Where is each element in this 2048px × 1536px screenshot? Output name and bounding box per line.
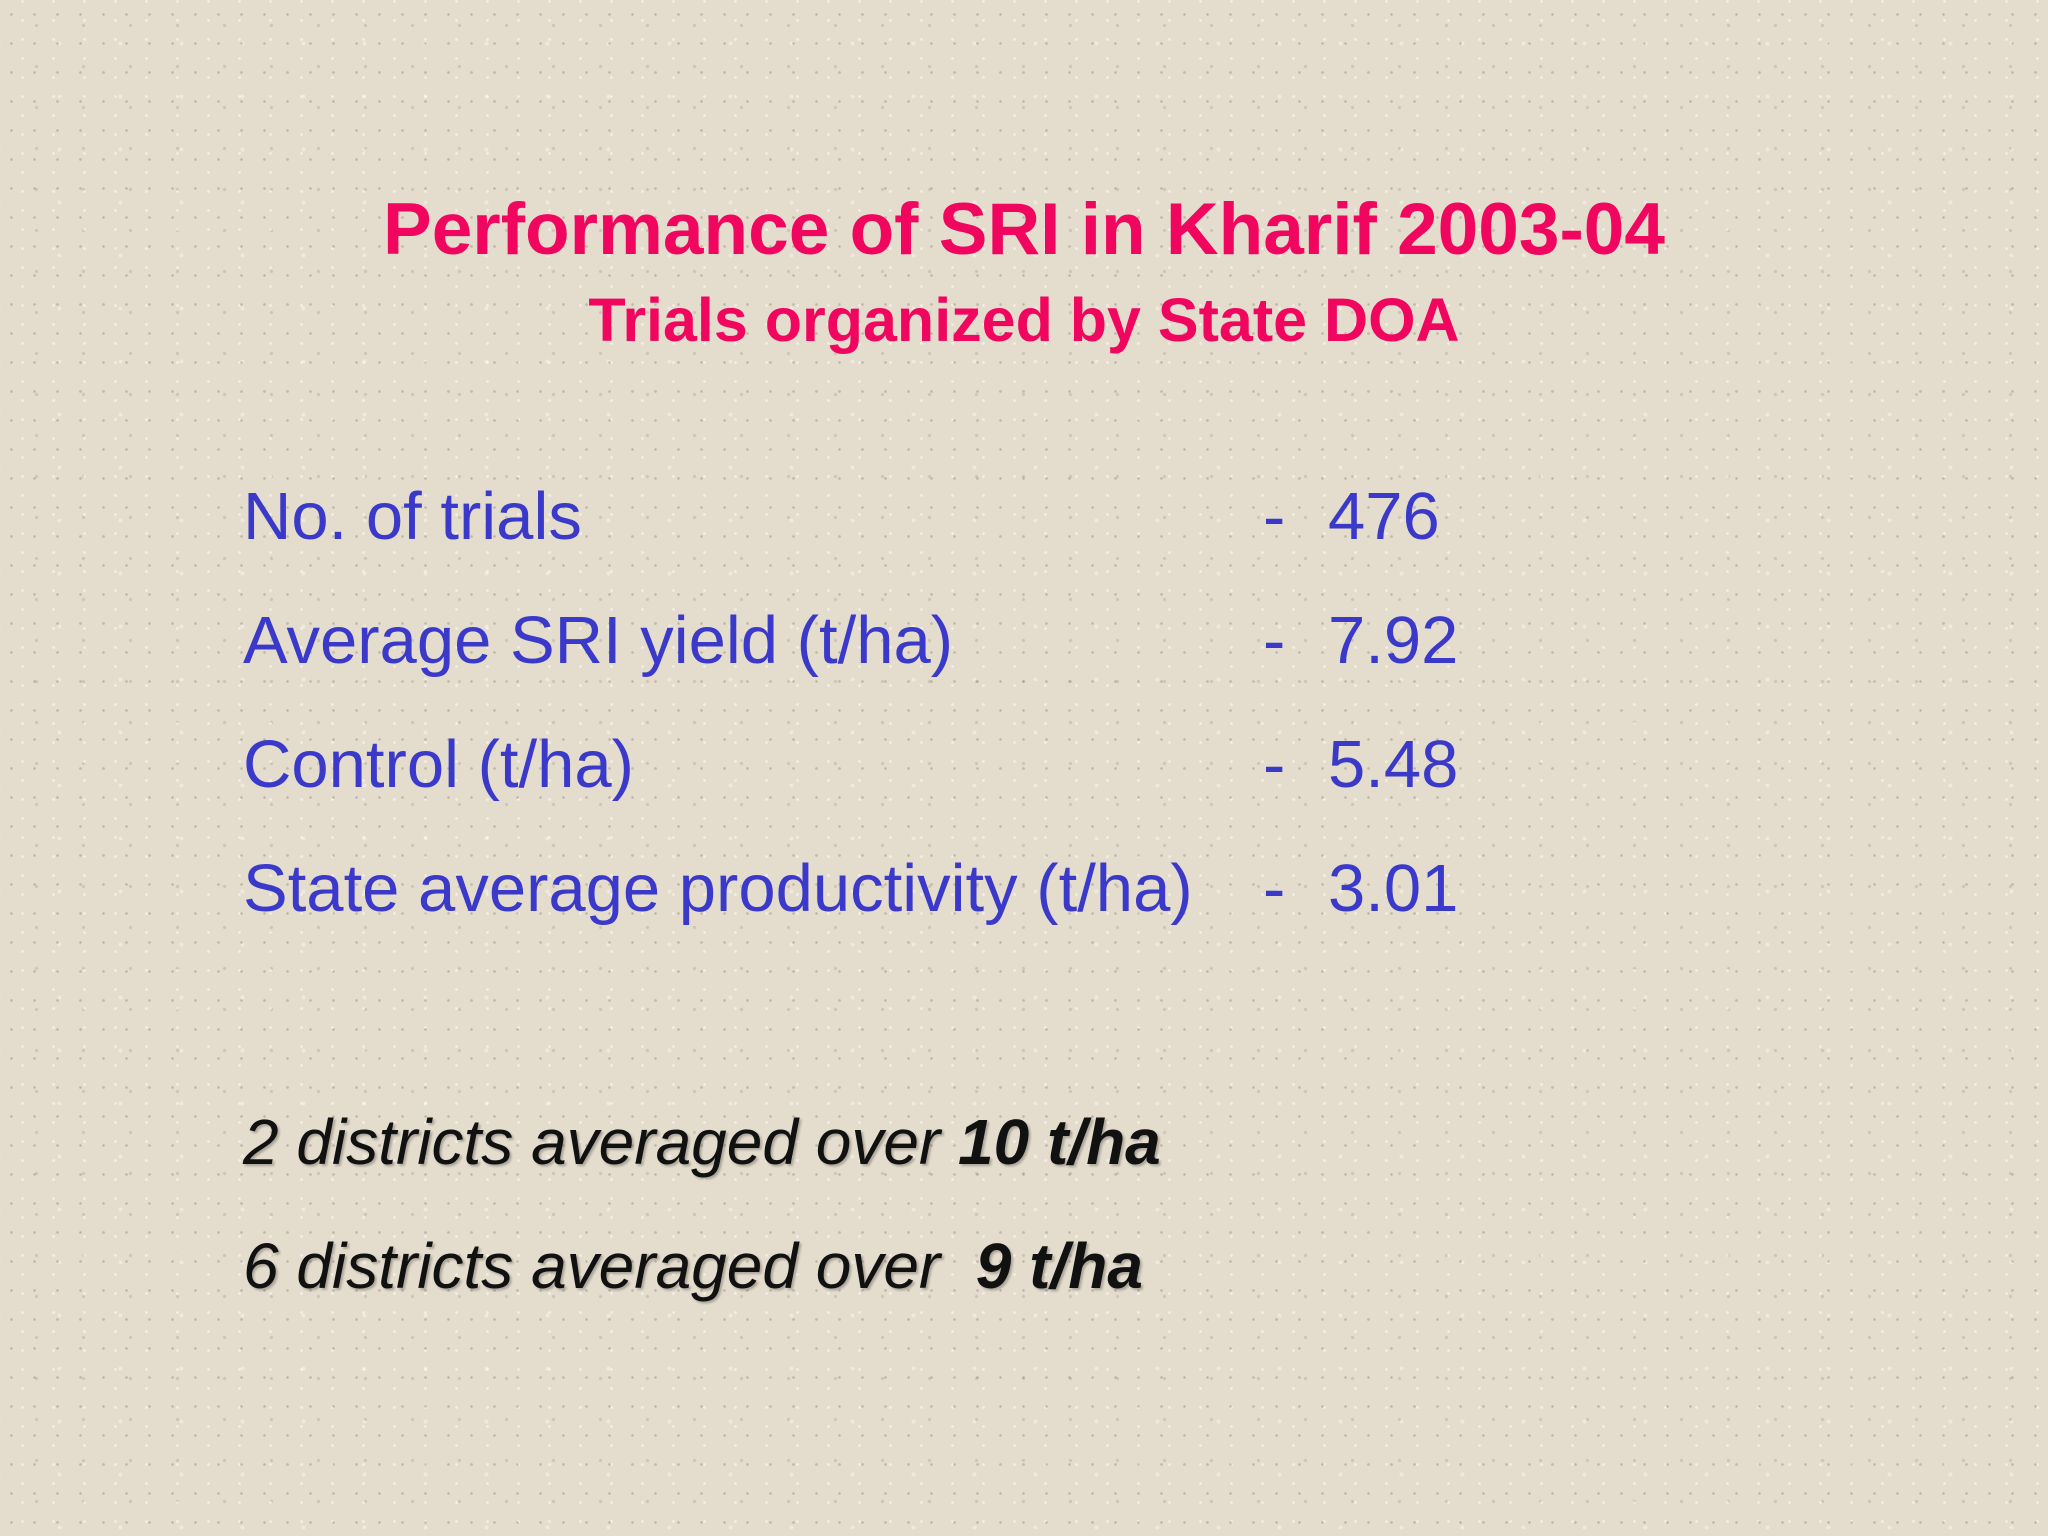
stat-dash: - — [1263, 727, 1286, 802]
stat-label: No. of trials — [243, 479, 582, 554]
stat-label: Average SRI yield (t/ha) — [243, 603, 954, 678]
note-row-9tha: 6 districts averaged over 9 t/ha — [243, 1224, 1643, 1348]
stat-value: 3.01 — [1328, 851, 1459, 926]
stat-value: 5.48 — [1328, 727, 1459, 802]
stat-value: 476 — [1328, 479, 1440, 554]
stat-value: 7.92 — [1328, 603, 1459, 678]
stat-row-control: Control (t/ha) - 5.48 — [243, 723, 1543, 847]
stats-list: No. of trials - 476 Average SRI yield (t… — [243, 475, 1543, 971]
stat-label: State average productivity (t/ha) — [243, 851, 1193, 926]
stat-dash: - — [1263, 479, 1286, 554]
district-notes: 2 districts averaged over 10 t/ha 6 dist… — [243, 1100, 1643, 1348]
stat-row-sri-yield: Average SRI yield (t/ha) - 7.92 — [243, 599, 1543, 723]
stat-row-trials: No. of trials - 476 — [243, 475, 1543, 599]
stat-dash: - — [1263, 603, 1286, 678]
slide-subtitle: Trials organized by State DOA — [588, 286, 1460, 354]
note-text: 6 districts averaged over — [243, 1230, 976, 1302]
slide-title: Performance of SRI in Kharif 2003-04 — [383, 189, 1665, 270]
note-emphasis: 10 t/ha — [958, 1106, 1161, 1178]
note-text: 2 districts averaged over — [243, 1106, 958, 1178]
stat-row-state-average: State average productivity (t/ha) - 3.01 — [243, 847, 1543, 971]
stat-label: Control (t/ha) — [243, 727, 634, 802]
note-row-10tha: 2 districts averaged over 10 t/ha — [243, 1100, 1643, 1224]
stat-dash: - — [1263, 851, 1286, 926]
note-emphasis: 9 t/ha — [975, 1230, 1143, 1302]
